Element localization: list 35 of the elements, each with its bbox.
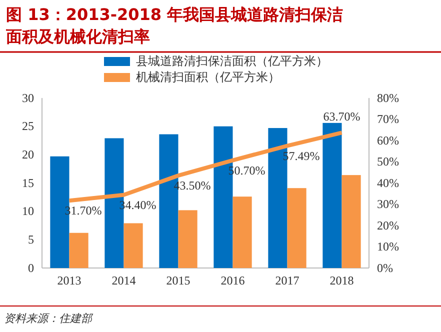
legend-label: 机械清扫面积（亿平方米） [136,70,280,84]
y2-tick-label: 60% [377,133,399,148]
chart-title: 图 13：2013-2018 年我国县城道路清扫保洁面积及机械化清扫率 [5,5,344,46]
y-tick-label: 20 [22,148,34,162]
y2-tick-label: 30% [377,197,399,212]
y-tick-label: 5 [28,232,34,247]
y2-tick-label: 20% [377,218,399,232]
x-tick-label: 2017 [275,274,300,288]
y2-tick-label: 10% [377,240,399,254]
bar [124,223,143,268]
bar [287,188,306,268]
x-tick-label: 2016 [220,274,245,288]
y2-tick-label: 0% [377,260,393,275]
x-tick-label: 2015 [166,274,190,288]
y2-tick-label: 80% [377,90,399,105]
legend-label: 县城道路清扫保洁面积（亿平方米） [136,54,328,68]
x-tick-label: 2013 [57,274,82,288]
y2-tick-label: 70% [377,112,399,126]
y-tick-label: 0 [28,260,34,275]
y-tick-label: 10 [22,204,34,218]
line-series [67,130,344,203]
data-label: 63.70% [323,110,360,124]
y2-tick-label: 40% [377,176,399,190]
y-tick-label: 15 [22,176,34,190]
text: 资料来源：住建部 [4,312,94,325]
y-tick-label: 25 [22,119,34,134]
bar [232,196,252,268]
bar [69,232,88,268]
x-tick-label: 2014 [112,274,136,288]
bar [322,122,342,268]
y2-tick-label: 50% [377,154,399,169]
bar [178,210,198,268]
bar [342,175,361,268]
x-tick-label: 2018 [330,274,354,288]
y-tick-label: 30 [22,90,34,105]
